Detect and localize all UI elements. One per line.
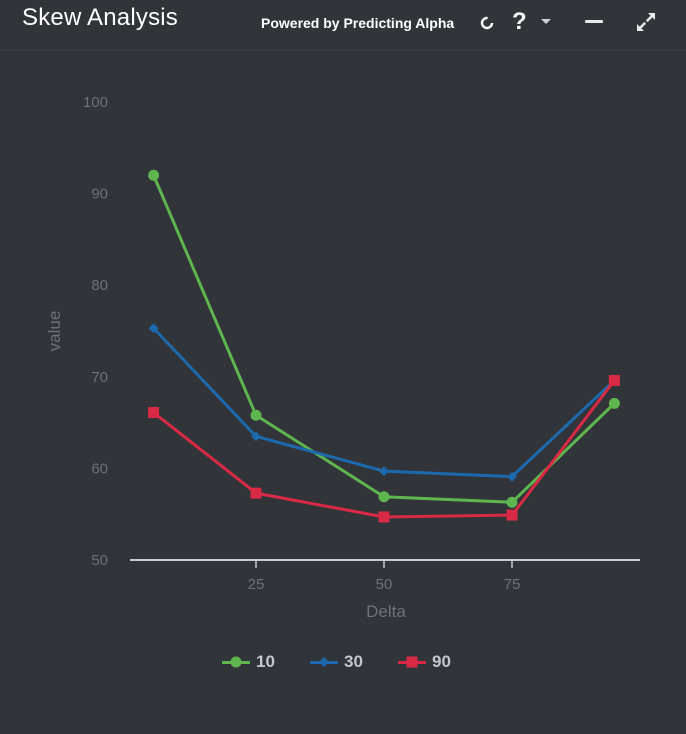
data-point[interactable] — [378, 511, 390, 523]
legend-marker-shape[interactable] — [230, 656, 242, 668]
data-point[interactable] — [148, 323, 159, 334]
data-point[interactable] — [608, 397, 620, 409]
data-point[interactable] — [251, 431, 261, 442]
y-tick-label: 70 — [91, 369, 108, 386]
data-point[interactable] — [148, 169, 160, 181]
data-point[interactable] — [250, 487, 262, 499]
series-line — [152, 174, 616, 504]
series-30 — [148, 323, 620, 482]
panel-title: Skew Analysis — [22, 4, 178, 31]
x-axis-label: Delta — [366, 602, 406, 621]
panel-header: Skew Analysis Powered by Predicting Alph… — [0, 0, 686, 51]
y-tick-label: 50 — [91, 552, 108, 569]
legend-marker-shape[interactable] — [319, 657, 329, 667]
data-point[interactable] — [250, 409, 262, 421]
data-point[interactable] — [608, 374, 620, 386]
legend-marker-shape[interactable] — [406, 656, 418, 668]
y-tick-label: 90 — [91, 186, 108, 203]
expand-icon[interactable] — [634, 10, 658, 34]
minimize-button[interactable] — [582, 12, 608, 34]
y-tick-label: 60 — [91, 460, 108, 477]
series-90 — [148, 374, 620, 523]
chart-legend: 10 30 90 — [222, 650, 482, 676]
data-point[interactable] — [506, 496, 518, 508]
y-tick-label: 80 — [91, 277, 108, 294]
data-point[interactable] — [378, 491, 390, 503]
legend-marker — [406, 656, 418, 668]
x-tick-label: 25 — [248, 576, 265, 593]
x-tick-label: 75 — [504, 576, 521, 593]
help-icon: ? — [512, 8, 527, 35]
series-line — [152, 327, 616, 479]
data-point[interactable] — [506, 509, 518, 521]
data-point[interactable] — [148, 407, 160, 419]
data-point[interactable] — [379, 466, 389, 477]
help-button[interactable]: ? — [510, 6, 554, 40]
refresh-icon[interactable] — [480, 16, 494, 30]
legend-marker — [230, 656, 242, 668]
legend-label: 90 — [432, 652, 451, 671]
chevron-down-icon — [541, 19, 551, 24]
legend-label: 10 — [256, 652, 275, 671]
legend-marker — [319, 657, 329, 667]
series-10 — [148, 169, 620, 508]
y-tick-label: 100 — [83, 94, 108, 111]
data-point[interactable] — [507, 471, 517, 482]
legend-label: 30 — [344, 652, 363, 671]
powered-by-label: Powered by Predicting Alpha — [261, 15, 455, 31]
minimize-icon — [585, 20, 603, 23]
x-tick-label: 50 — [376, 576, 393, 593]
y-axis-label: value — [45, 311, 64, 352]
